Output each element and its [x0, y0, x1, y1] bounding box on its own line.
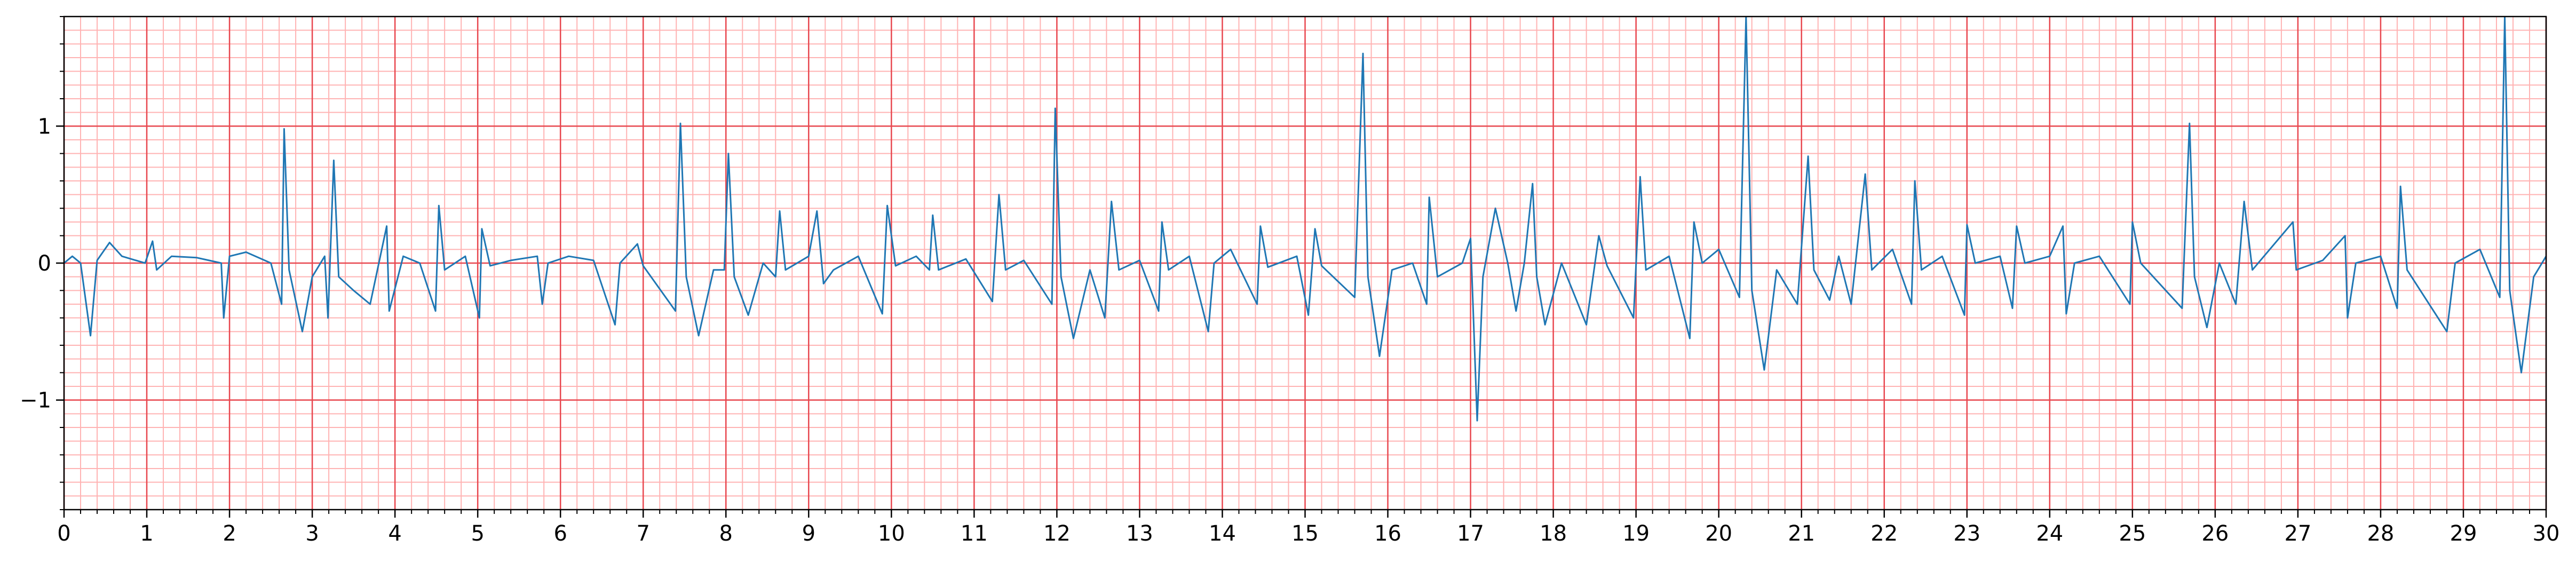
axes: 0 1 2 3 4 5 6 7 8 9 10 11 12 13 14 15 16 17 18 19 20 21 22 23 24… [20, 15, 2560, 546]
x-tick-label: 25 [2119, 521, 2146, 546]
x-tick-label: 4 [388, 521, 401, 546]
x-tick-label: 3 [305, 521, 319, 546]
x-tick-label: 8 [719, 521, 733, 546]
ecg-line [64, 17, 2546, 422]
x-tick-label: 19 [1622, 521, 1650, 546]
y-tick-label: 1 [38, 114, 51, 139]
x-tick-label: 28 [2367, 521, 2394, 546]
x-tick-label: 30 [2533, 521, 2560, 546]
plot-frame [63, 15, 2547, 511]
x-tick-label: 21 [1788, 521, 1815, 546]
x-tick-label: 6 [553, 521, 567, 546]
x-tick-label: 9 [802, 521, 815, 546]
y-tick-label: 0 [38, 251, 51, 276]
major-grid [63, 17, 2547, 510]
x-tick-label: 18 [1540, 521, 1567, 546]
x-tick-label: 22 [1870, 521, 1898, 546]
x-tick-label: 20 [1705, 521, 1732, 546]
x-tick-label: 15 [1291, 521, 1319, 546]
x-tick-label: 1 [140, 521, 153, 546]
x-tick-label: 24 [2036, 521, 2063, 546]
plot-area [64, 17, 2546, 422]
x-tick-label: 14 [1209, 521, 1236, 546]
x-tick-label: 5 [471, 521, 484, 546]
x-tick-label: 26 [2201, 521, 2229, 546]
x-tick-label: 13 [1126, 521, 1153, 546]
x-tick-label: 17 [1457, 521, 1484, 546]
x-tick-label: 27 [2284, 521, 2311, 546]
x-tick-label: 12 [1043, 521, 1071, 546]
x-tick-label: 2 [223, 521, 236, 546]
x-tick-label: 0 [57, 521, 70, 546]
x-tick-label: 11 [961, 521, 988, 546]
x-tick-label: 23 [1953, 521, 1980, 546]
y-tick-label: −1 [20, 388, 51, 413]
x-tick-label: 7 [637, 521, 650, 546]
x-tick-label: 16 [1374, 521, 1401, 546]
x-tick-label: 29 [2450, 521, 2477, 546]
x-tick-label: 10 [878, 521, 905, 546]
